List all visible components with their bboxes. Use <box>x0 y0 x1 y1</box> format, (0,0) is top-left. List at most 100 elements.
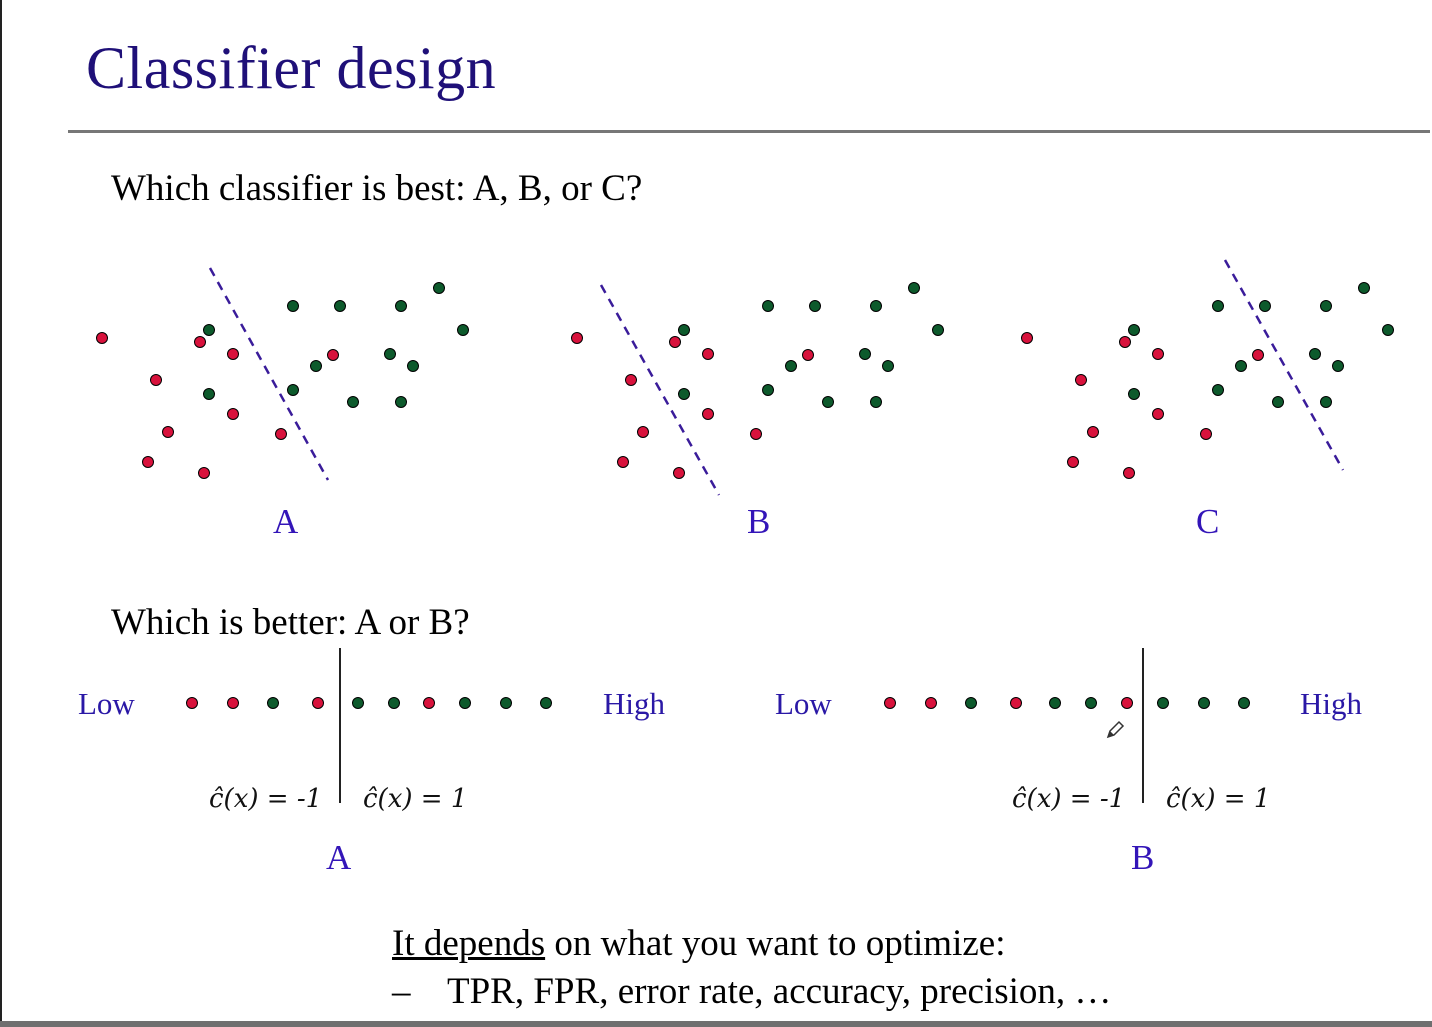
scatter-point-b-positive <box>882 360 894 372</box>
ranked-point-positive <box>500 697 512 709</box>
threshold-line-b <box>1142 648 1144 803</box>
scatter-point-b-positive <box>932 324 944 336</box>
threshold-label-a: A <box>326 838 352 877</box>
ranked-point-positive <box>1157 697 1169 709</box>
high-label-a: High <box>603 686 665 721</box>
scatter-point-a-positive <box>407 360 419 372</box>
pos-prediction-label-b: ĉ(x) = 1 <box>1166 784 1271 814</box>
question-best-classifier: Which classifier is best: A, B, or C? <box>111 168 643 209</box>
scatter-point-a-negative <box>194 336 206 348</box>
slide-title: Classifier design <box>86 35 497 101</box>
scatter-point-b-positive <box>870 300 882 312</box>
scatter-point-c-positive <box>1212 300 1224 312</box>
scatter-point-a-positive <box>287 300 299 312</box>
ranked-point-negative <box>423 697 435 709</box>
ranked-point-negative <box>186 697 198 709</box>
scatter-panel-b <box>571 282 944 496</box>
scatter-point-c-negative <box>1075 374 1087 386</box>
low-label-b: Low <box>775 686 832 721</box>
slide-left-border <box>0 0 2 1027</box>
scatter-point-a-positive <box>310 360 322 372</box>
scatter-point-b-negative <box>673 467 685 479</box>
threshold-line-a <box>339 648 341 803</box>
pen-cursor-icon <box>1106 720 1125 739</box>
scatter-point-a-negative <box>162 426 174 438</box>
threshold-dots-b <box>884 697 1250 709</box>
scatter-point-b-negative <box>625 374 637 386</box>
scatter-point-c-positive <box>1128 324 1140 336</box>
scatter-point-c-negative <box>1119 336 1131 348</box>
scatter-point-a-positive <box>334 300 346 312</box>
scatter-point-c-positive <box>1128 388 1140 400</box>
scatter-point-c-positive <box>1309 348 1321 360</box>
scatter-point-a-negative <box>198 467 210 479</box>
ranked-point-negative <box>1010 697 1022 709</box>
high-label-b: High <box>1300 686 1362 721</box>
scatter-point-c-negative <box>1067 456 1079 468</box>
it-depends-underlined: It depends <box>392 923 546 964</box>
ranked-point-positive <box>388 697 400 709</box>
conclusion-text: It depends on what you want to optimize: <box>392 922 1005 965</box>
title-divider <box>68 130 1430 133</box>
scatter-point-b-positive <box>809 300 821 312</box>
scatter-panel-a <box>96 267 469 481</box>
scatter-point-c-positive <box>1358 282 1370 294</box>
ranked-point-positive <box>267 697 279 709</box>
bullet-dash: – <box>392 971 411 1012</box>
scatter-point-c-positive <box>1235 360 1247 372</box>
scatter-point-b-positive <box>785 360 797 372</box>
scatter-point-a-negative <box>327 349 339 361</box>
scatter-point-b-negative <box>571 332 583 344</box>
scatter-point-b-negative <box>802 349 814 361</box>
decision-boundary-b <box>599 284 721 496</box>
ranked-point-negative <box>884 697 896 709</box>
scatter-point-c-positive <box>1259 300 1271 312</box>
scatter-point-a-positive <box>287 384 299 396</box>
ranked-point-negative <box>312 697 324 709</box>
scatter-point-b-negative <box>702 408 714 420</box>
question-a-or-b: Which is better: A or B? <box>111 602 470 643</box>
ranked-point-negative <box>925 697 937 709</box>
scatter-label-b: B <box>747 502 771 541</box>
ranked-point-positive <box>1238 697 1250 709</box>
ranked-point-positive <box>1198 697 1210 709</box>
scatter-panel-c <box>1021 259 1394 479</box>
metrics-list: TPR, FPR, error rate, accuracy, precisio… <box>447 971 1112 1012</box>
scatter-point-c-negative <box>1152 408 1164 420</box>
threshold-dots-a <box>186 697 552 709</box>
ranked-point-negative <box>1121 697 1133 709</box>
ranked-point-positive <box>1085 697 1097 709</box>
scatter-point-b-negative <box>669 336 681 348</box>
decision-boundary-a <box>208 267 330 481</box>
threshold-label-b: B <box>1131 838 1155 877</box>
scatter-point-c-positive <box>1212 384 1224 396</box>
scatter-point-b-positive <box>870 396 882 408</box>
scatter-point-a-negative <box>227 348 239 360</box>
scatter-point-c-negative <box>1021 332 1033 344</box>
scatter-point-b-positive <box>859 348 871 360</box>
scatter-label-c: C <box>1196 502 1220 541</box>
scatter-point-b-positive <box>678 324 690 336</box>
scatter-point-a-positive <box>203 324 215 336</box>
scatter-point-b-positive <box>908 282 920 294</box>
decision-boundary-c <box>1223 259 1345 471</box>
ranked-point-positive <box>459 697 471 709</box>
scatter-point-c-negative <box>1123 467 1135 479</box>
neg-prediction-label-a: ĉ(x) = -1 <box>209 784 323 814</box>
scatter-point-a-positive <box>347 396 359 408</box>
scatter-point-b-negative <box>702 348 714 360</box>
scatter-point-c-negative <box>1087 426 1099 438</box>
scatter-point-c-positive <box>1272 396 1284 408</box>
conclusion-rest: on what you want to optimize: <box>545 923 1006 964</box>
scatter-point-c-negative <box>1152 348 1164 360</box>
scatter-label-a: A <box>273 502 299 541</box>
scatter-point-a-positive <box>433 282 445 294</box>
ranked-point-positive <box>1049 697 1061 709</box>
low-label-a: Low <box>78 686 135 721</box>
scatter-point-a-positive <box>395 396 407 408</box>
ranked-point-positive <box>540 697 552 709</box>
scatter-point-a-negative <box>142 456 154 468</box>
scatter-point-c-positive <box>1320 396 1332 408</box>
scatter-point-b-positive <box>762 300 774 312</box>
scatter-point-b-negative <box>637 426 649 438</box>
